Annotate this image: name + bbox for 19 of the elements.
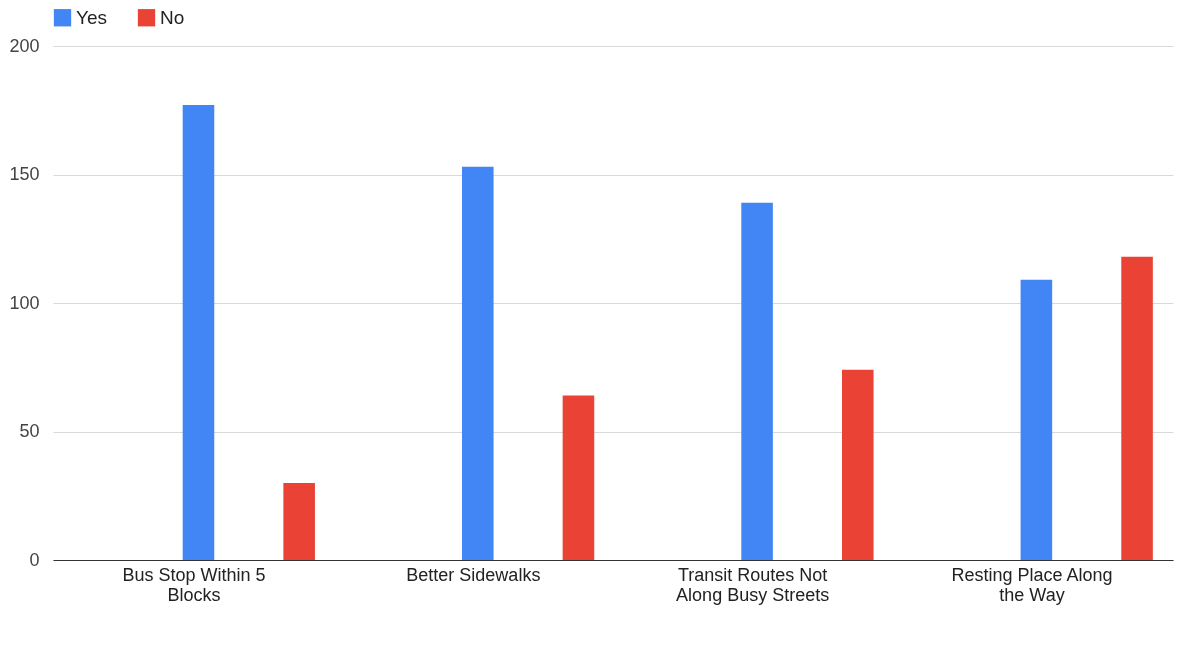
y-tick-label: 50 <box>19 421 40 441</box>
y-tick-label: 150 <box>9 164 40 184</box>
bar <box>562 395 595 560</box>
bar <box>841 369 874 560</box>
legend-label: No <box>160 6 185 28</box>
bar <box>741 202 773 560</box>
x-tick-label: Better Sidewalks <box>406 564 541 585</box>
bar <box>283 482 315 560</box>
bar <box>1121 256 1153 560</box>
bar <box>182 105 215 560</box>
y-tick-label: 200 <box>9 35 40 56</box>
x-tick-label: Resting Place Along the Way <box>951 564 1113 605</box>
y-tick-label: 0 <box>29 549 40 570</box>
legend-label: Yes <box>76 6 107 28</box>
bar <box>1020 279 1053 560</box>
bar <box>461 166 494 560</box>
y-tick-label: 100 <box>9 292 40 313</box>
x-tick-label: Transit Routes Not Along Busy Streets <box>676 564 830 605</box>
x-tick-label: Bus Stop Within 5 Blocks <box>122 564 266 605</box>
